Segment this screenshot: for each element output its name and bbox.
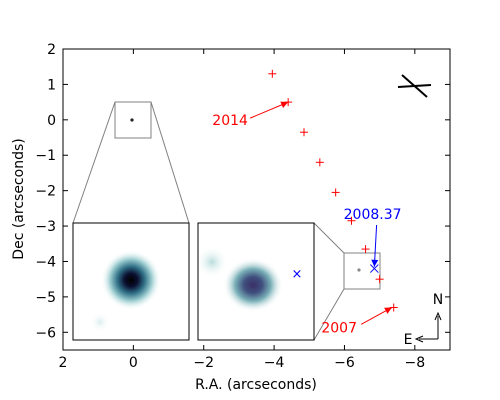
annotation-arrow [249, 101, 289, 119]
x-tick-label: 0 [129, 355, 138, 371]
data-point-plus [375, 275, 384, 284]
data-marks [268, 69, 398, 312]
zoom-connector-right-a [313, 222, 345, 254]
data-point-plus [315, 158, 324, 167]
x-tick-label: 2 [59, 355, 68, 371]
y-axis-label: Dec (arcseconds) [11, 138, 27, 259]
x-tick-label: −8 [404, 355, 425, 371]
inset-left [72, 222, 190, 341]
x-tick-label: −4 [264, 355, 285, 371]
zoom-connector-left-b [150, 101, 190, 224]
annotation-label: 2014 [212, 113, 248, 129]
data-point-plus [268, 69, 277, 78]
x-axis-label: R.A. (arcseconds) [195, 377, 317, 393]
zoom-connector-right-b [313, 288, 345, 341]
zoom-box-upper [114, 101, 152, 139]
zoom-box-lower [343, 252, 381, 290]
x-tick-label: −2 [193, 355, 214, 371]
annotation-arrow [371, 224, 379, 267]
data-point-plus [361, 245, 370, 254]
inset-right: × [197, 222, 315, 341]
inset-right-cross: × [292, 267, 303, 282]
y-tick-label: 2 [47, 42, 56, 58]
annotation-arrow [360, 307, 393, 325]
y-tick-label: −5 [35, 290, 56, 306]
annotation-label: 2008.37 [344, 207, 402, 223]
data-point-plus [331, 188, 340, 197]
x-tick-label: −6 [334, 355, 355, 371]
y-tick-label: 1 [47, 77, 56, 93]
y-tick-label: −2 [35, 184, 56, 200]
data-point-cross [370, 264, 379, 273]
y-tick-label: −6 [35, 325, 56, 341]
compass-rose [414, 311, 442, 343]
zoom-connector-left-a [72, 101, 116, 224]
y-tick-label: −4 [35, 254, 56, 270]
y-tick-label: 0 [47, 113, 56, 129]
annotations: 2014 2008.37 2007 [212, 101, 402, 336]
compass-east-label: E [404, 332, 413, 348]
position-angle-marker [397, 74, 432, 98]
annotation-label: 2007 [321, 320, 357, 336]
compass-north-label: N [433, 292, 443, 308]
data-point-plus [299, 128, 308, 137]
y-tick-label: −1 [35, 148, 56, 164]
data-point-plus [347, 216, 356, 225]
zoom-box-upper-source [130, 118, 134, 122]
y-tick-label: −3 [35, 219, 56, 235]
zoom-connectors [72, 101, 345, 341]
zoom-box-lower-source [357, 268, 361, 272]
axis-ticks: 2 0 −2 −4 −6 −8 2 1 0 −1 −2 −3 −4 −5 −6 [35, 42, 450, 371]
